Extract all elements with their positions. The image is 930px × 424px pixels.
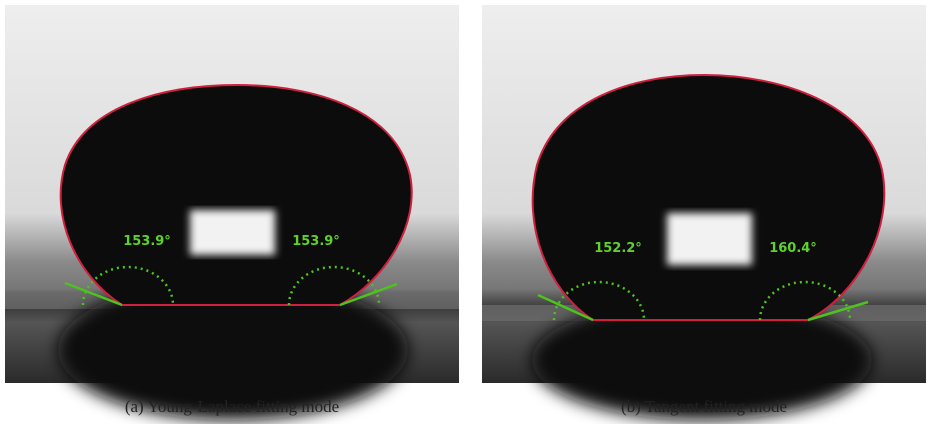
right-angle-label: 153.9°	[292, 234, 340, 249]
left-angle-label: 152.2°	[594, 241, 642, 256]
panel-b-image: 152.2° 160.4°	[482, 5, 926, 420]
left-angle-label: 153.9°	[123, 234, 171, 249]
caption: (b) Tangent fitting mode	[621, 397, 787, 416]
caption: (a) Young-Laplace fitting mode	[125, 397, 339, 416]
panel-a-image: 153.9° 153.9°	[5, 5, 459, 420]
figure: 153.9° 153.9° (a) Young-Laplace fitting …	[0, 0, 930, 424]
right-angle-label: 160.4°	[769, 241, 817, 256]
